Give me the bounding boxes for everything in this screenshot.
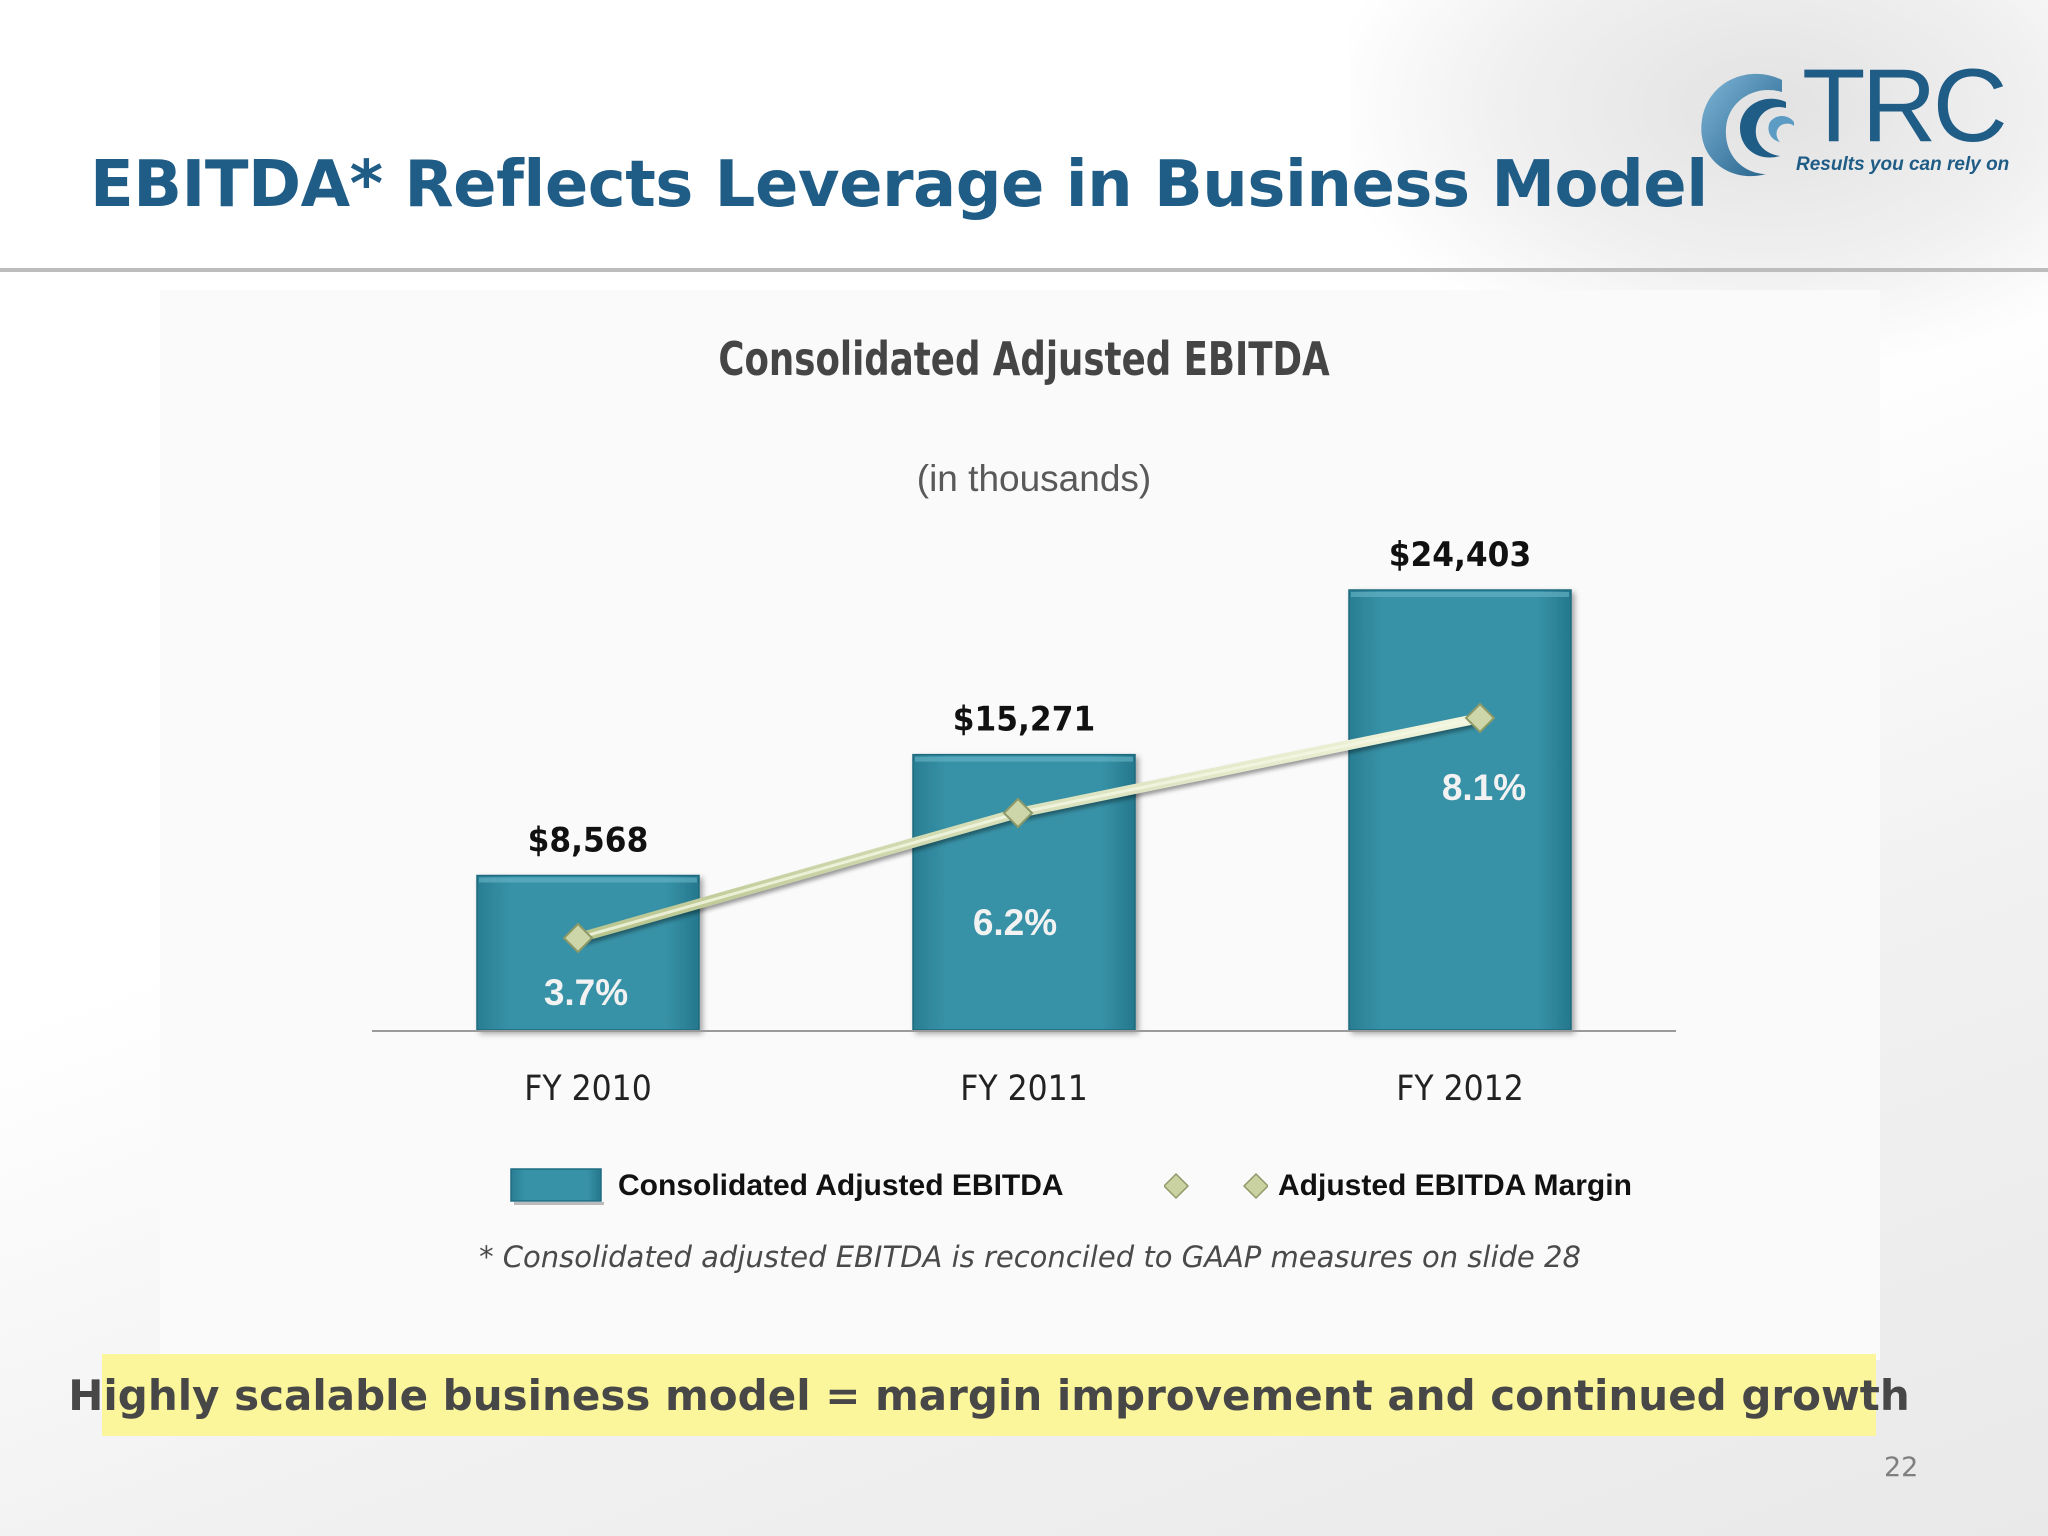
logo-wordmark: TRC bbox=[1802, 48, 2008, 164]
chart-title: Consolidated Adjusted EBITDA bbox=[718, 332, 1330, 386]
margin-point-marker bbox=[562, 922, 594, 954]
legend-ebitda-label: Consolidated Adjusted EBITDA bbox=[618, 1169, 1064, 1202]
margin-point-marker bbox=[1464, 702, 1496, 734]
bar-value-label: $8,568 bbox=[528, 820, 649, 860]
callout-box: Highly scalable business model = margin … bbox=[68, 1354, 1910, 1436]
legend-ebitda: Consolidated Adjusted EBITDA bbox=[508, 1166, 1064, 1206]
legend-line-swatch bbox=[1164, 1172, 1268, 1200]
ebitda-bar-highlight bbox=[1351, 592, 1569, 597]
legend-margin: Adjusted EBITDA Margin bbox=[1164, 1166, 1632, 1206]
margin-value-label: 6.2% bbox=[973, 902, 1057, 943]
page-number: 22 bbox=[1884, 1452, 1919, 1483]
chart-subtitle: (in thousands) bbox=[916, 458, 1152, 499]
margin-value-label: 8.1% bbox=[1442, 767, 1526, 808]
x-tick-label: FY 2012 bbox=[1396, 1067, 1523, 1108]
callout-text: Highly scalable business model = margin … bbox=[68, 1370, 1910, 1420]
margin-value-label: 3.7% bbox=[544, 972, 628, 1013]
x-tick-label: FY 2010 bbox=[524, 1067, 651, 1108]
bar-value-label: $24,403 bbox=[1389, 535, 1531, 575]
footnote: * Consolidated adjusted EBITDA is reconc… bbox=[479, 1240, 1581, 1274]
legend-bar-swatch bbox=[510, 1168, 604, 1205]
slide-title: EBITDA* Reflects Leverage in Business Mo… bbox=[90, 148, 1708, 222]
bar-value-label: $15,271 bbox=[953, 699, 1095, 739]
x-tick-label: FY 2011 bbox=[960, 1067, 1087, 1108]
logo-tagline: Results you can rely on bbox=[1796, 154, 2010, 175]
legend-margin-label: Adjusted EBITDA Margin bbox=[1278, 1169, 1632, 1202]
logo-swirl-icon bbox=[1701, 73, 1794, 177]
ebitda-bar bbox=[476, 874, 700, 1031]
ebitda-bar-highlight bbox=[915, 756, 1133, 762]
margin-point-marker bbox=[1002, 797, 1034, 829]
title-divider bbox=[0, 268, 2048, 272]
ebitda-bar-highlight bbox=[479, 877, 697, 883]
trc-logo: TRC Results you can rely on bbox=[1690, 54, 2020, 192]
ebitda-bar bbox=[1348, 589, 1572, 1031]
